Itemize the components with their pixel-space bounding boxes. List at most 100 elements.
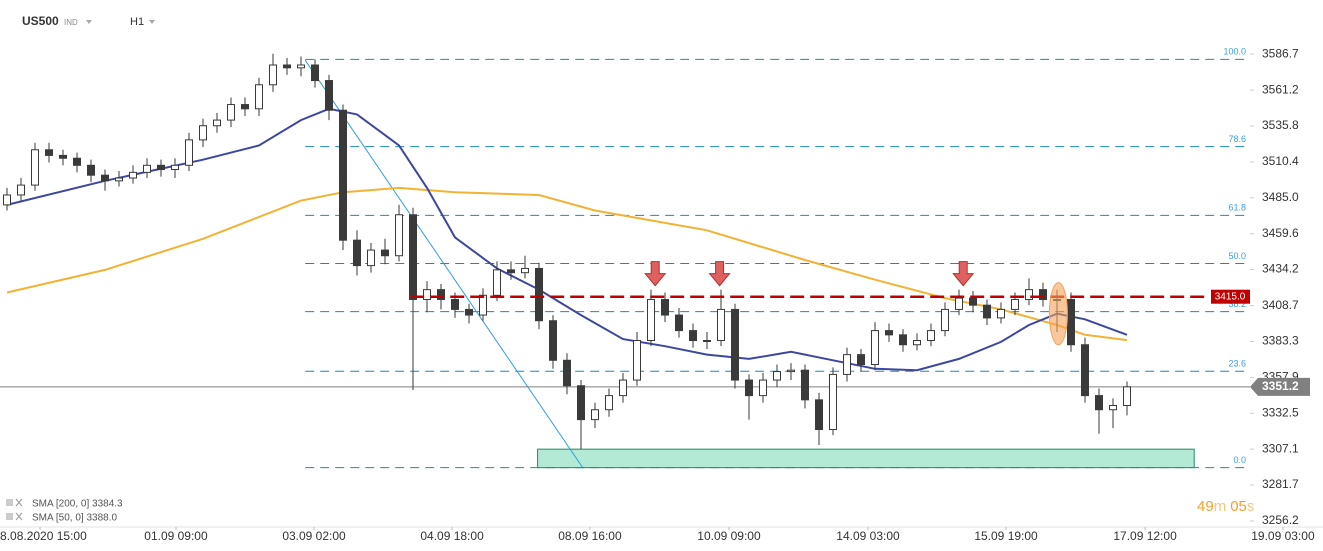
candle-body: [745, 379, 753, 397]
candle-body: [955, 297, 963, 310]
candle-body: [549, 320, 557, 361]
candle-body: [689, 330, 697, 342]
candle-body: [395, 214, 403, 257]
candle-body: [857, 354, 865, 366]
y-tick-label: 3510.4: [1262, 154, 1299, 168]
candle-body: [409, 214, 417, 301]
timer-minutes: 49: [1197, 498, 1214, 515]
candle-body: [815, 399, 823, 431]
legend-remove[interactable]: [15, 512, 23, 521]
x-tick-label: 08.09 16:00: [558, 529, 622, 543]
candle-body: [227, 104, 235, 121]
legend-icon[interactable]: [6, 513, 13, 520]
support-zone: [537, 448, 1195, 469]
candle-body: [1039, 289, 1047, 301]
candle-timer: 49m 05s: [1197, 498, 1254, 515]
x-tick-label: 19.09 03:00: [1251, 529, 1315, 543]
candle-body: [731, 308, 739, 381]
candle-body: [283, 64, 291, 69]
candle-body: [297, 64, 305, 69]
plot-area: 100.0 78.6 61.8 50.0 38.2 23.6 0.0 3415.0 3586.7…: [0, 46, 1323, 543]
candle-body: [339, 109, 347, 241]
candle-body: [717, 308, 725, 342]
fib-label: 78.6: [1228, 134, 1246, 144]
sma-line: [6, 107, 1128, 372]
candle-body: [255, 84, 263, 110]
candle-body: [269, 64, 277, 86]
candle-body: [507, 269, 515, 274]
candle-body: [493, 269, 501, 296]
y-tick-label: 3485.0: [1262, 190, 1299, 204]
candle-body: [17, 184, 25, 196]
x-tick-label: 01.09 09:00: [144, 529, 208, 543]
candle-body: [591, 409, 599, 421]
candle-body: [31, 149, 39, 186]
fib-label: 50.0: [1228, 251, 1246, 261]
candle-body: [59, 154, 67, 159]
candle-body: [619, 379, 627, 397]
candle-body: [577, 385, 585, 421]
candle-body: [633, 340, 641, 381]
candle-body: [381, 249, 389, 257]
candle-body: [45, 149, 53, 156]
candle-body: [913, 340, 921, 346]
y-tick-label: 3434.2: [1262, 262, 1299, 276]
x-tick-label: 03.09 02:00: [282, 529, 346, 543]
legend-icon[interactable]: [6, 499, 13, 506]
candle-body: [997, 308, 1005, 319]
y-tick-label: 3408.7: [1262, 298, 1299, 312]
x-tick-label: 28.08.2020 15:00: [0, 529, 87, 543]
y-tick-label: 3586.7: [1262, 46, 1299, 60]
candle-body: [129, 171, 137, 179]
candle-body: [423, 289, 431, 301]
market: IND: [64, 18, 78, 27]
candle-body: [199, 125, 207, 141]
legend-remove[interactable]: [15, 498, 23, 507]
candle-body: [241, 104, 249, 110]
candle-body: [647, 299, 655, 342]
signal-arrow: [952, 261, 975, 287]
candle-body: [801, 369, 809, 401]
candle-body: [325, 80, 333, 111]
candle-body: [213, 119, 221, 127]
signal-arrow: [708, 261, 731, 287]
interval[interactable]: H1: [130, 16, 144, 28]
symbol[interactable]: US500: [22, 14, 59, 28]
candle-body: [927, 330, 935, 342]
candle-body: [115, 177, 123, 182]
candle-body: [171, 164, 179, 171]
x-tick-label: 04.09 18:00: [420, 529, 484, 543]
y-tick-label: 3535.8: [1262, 118, 1299, 132]
candle-body: [605, 395, 613, 411]
fib-label: 0.0: [1233, 455, 1246, 465]
candle-body: [703, 340, 711, 343]
legend-entry: SMA [50, 0] 3388.0: [32, 513, 117, 524]
candle-body: [1095, 395, 1103, 411]
candle-body: [143, 164, 151, 173]
candle-body: [941, 308, 949, 332]
candle-body: [521, 267, 529, 274]
legend-entry: SMA [200, 0] 3384.3: [32, 499, 123, 510]
x-tick-label: 14.09 03:00: [836, 529, 900, 543]
candle-body: [1123, 386, 1131, 406]
candle-body: [1081, 344, 1089, 397]
x-tick-label: 10.09 09:00: [697, 529, 761, 543]
candle-body: [535, 267, 543, 322]
dropdown-icon[interactable]: [149, 20, 155, 24]
y-tick-label: 3307.1: [1262, 441, 1299, 455]
candle-body: [661, 299, 669, 316]
sma-line: [6, 186, 1128, 342]
timer-seconds: 05: [1230, 498, 1247, 515]
candle-body: [787, 369, 795, 373]
candle-body: [451, 299, 459, 310]
dropdown-icon[interactable]: [86, 20, 92, 24]
timer-unit: m: [1214, 498, 1227, 515]
candle-body: [367, 249, 375, 267]
candle-body: [969, 297, 977, 306]
y-tick-label: 3332.5: [1262, 405, 1299, 419]
candle-body: [871, 330, 879, 366]
timer-unit: s: [1247, 498, 1255, 515]
last-price-box: [1250, 377, 1310, 396]
